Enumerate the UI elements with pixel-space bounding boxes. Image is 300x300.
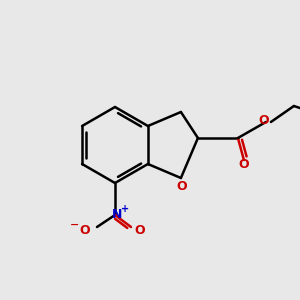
Text: O: O: [135, 224, 145, 238]
Text: O: O: [259, 115, 269, 128]
Text: N: N: [112, 208, 122, 221]
Text: O: O: [80, 224, 90, 238]
Text: O: O: [238, 158, 249, 172]
Text: −: −: [70, 220, 80, 230]
Text: O: O: [177, 179, 187, 193]
Text: +: +: [121, 204, 129, 214]
